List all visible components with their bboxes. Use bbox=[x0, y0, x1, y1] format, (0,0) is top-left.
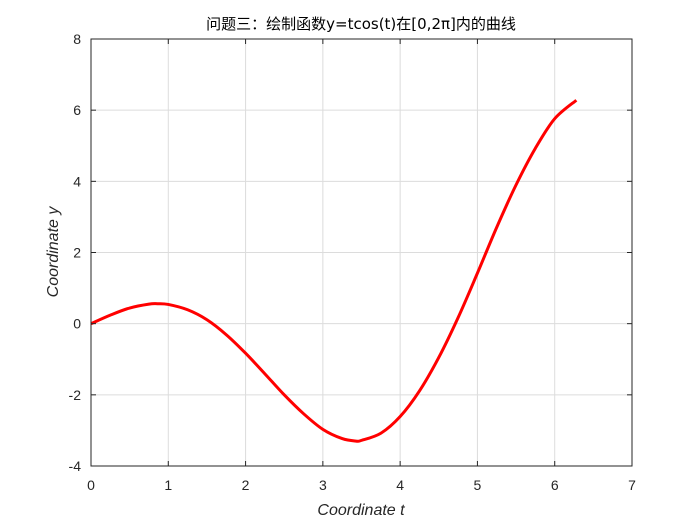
x-axis-label: Coordinate t bbox=[317, 502, 405, 519]
x-tick-label: 1 bbox=[164, 477, 172, 493]
series-line bbox=[90, 99, 578, 443]
x-tick-label: 0 bbox=[87, 477, 95, 493]
y-tick-label: 8 bbox=[73, 31, 81, 47]
y-tick-label: 2 bbox=[73, 245, 81, 261]
series-layer bbox=[90, 99, 578, 443]
x-tick-label: 7 bbox=[628, 477, 636, 493]
y-tick-label: -4 bbox=[69, 458, 82, 474]
ticks: 0 1 2 3 4 5 6 7 -4 -2 0 2 4 6 8 bbox=[69, 31, 637, 493]
y-tick-label: -2 bbox=[69, 387, 82, 403]
y-tick-label: 4 bbox=[73, 173, 81, 189]
x-tick-label: 5 bbox=[474, 477, 482, 493]
chart-title: 问题三：绘制函数y=tcos(t)在[0,2π]内的曲线 bbox=[206, 15, 516, 33]
y-axis-label: Coordinate y bbox=[45, 206, 62, 298]
x-tick-label: 2 bbox=[242, 477, 250, 493]
y-tick-label: 6 bbox=[73, 102, 81, 118]
y-tick-label: 0 bbox=[73, 316, 81, 332]
grid bbox=[91, 39, 632, 466]
x-tick-label: 4 bbox=[396, 477, 404, 493]
x-tick-label: 3 bbox=[319, 477, 327, 493]
x-tick-label: 6 bbox=[551, 477, 559, 493]
